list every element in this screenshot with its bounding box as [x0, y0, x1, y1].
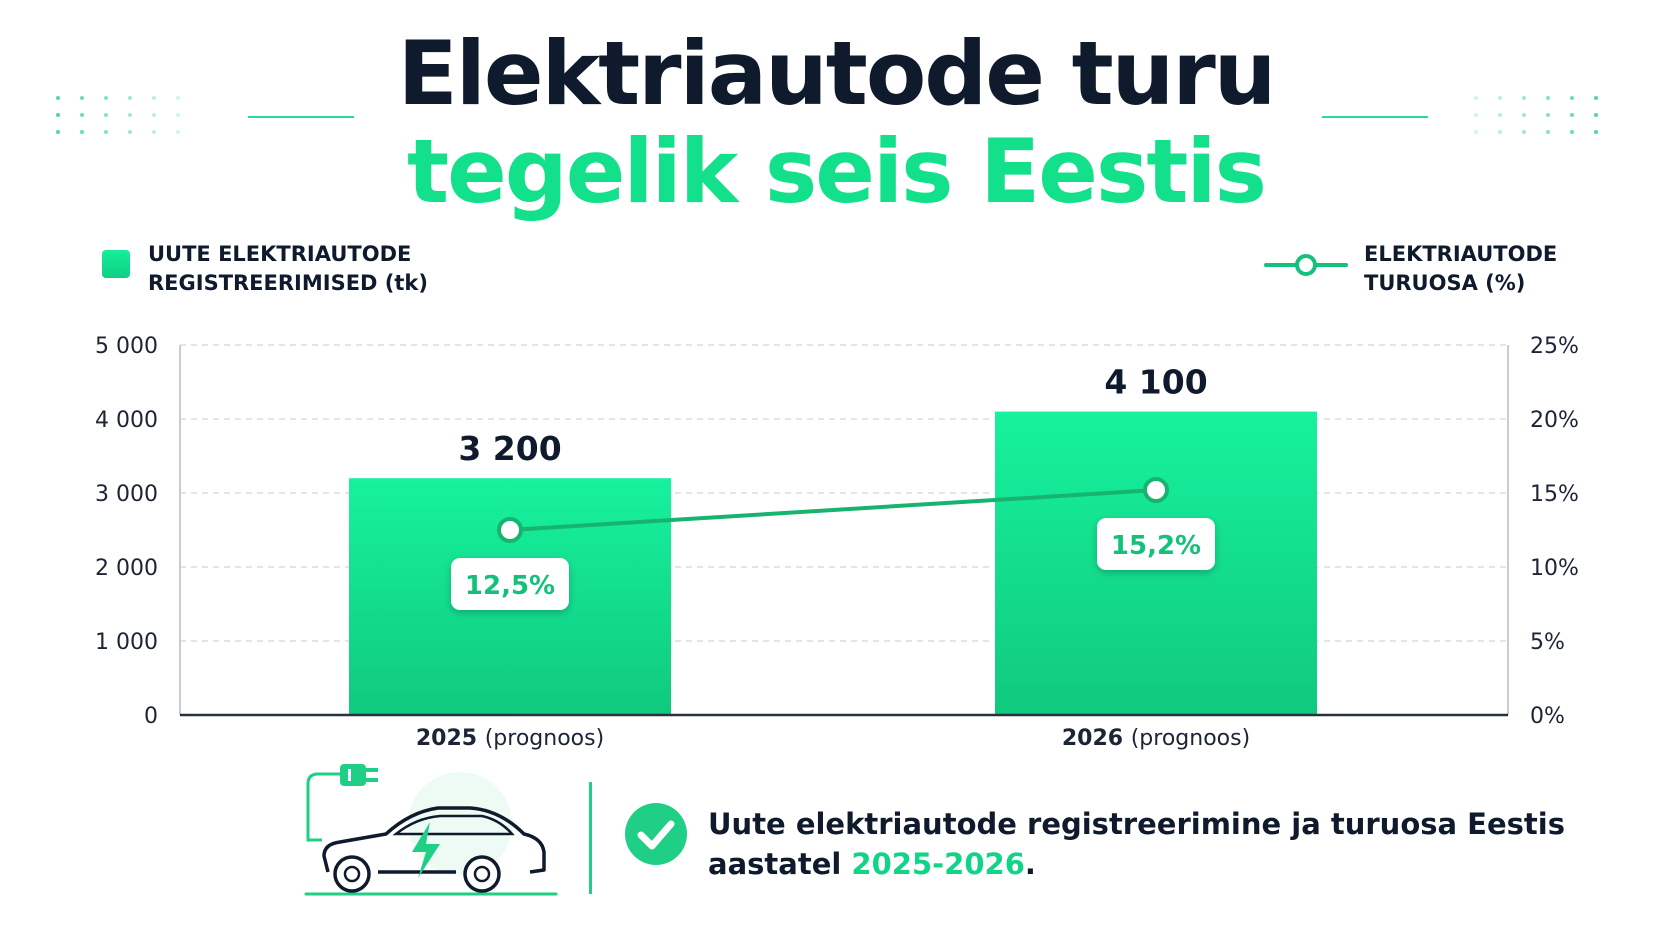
decorative-dot — [56, 113, 60, 117]
x-axis-category-label: 2025 (prognoos) — [416, 726, 604, 751]
y-axis-right-tick-label: 25% — [1530, 334, 1579, 359]
decorative-dot — [104, 113, 108, 117]
decorative-dot — [1522, 130, 1526, 134]
decorative-dot — [1594, 96, 1598, 100]
decorative-dot — [80, 96, 84, 100]
check-circle-icon — [625, 803, 687, 865]
decorative-line-left — [248, 116, 354, 118]
bar-value-label: 4 100 — [1104, 363, 1207, 402]
share-line — [509, 488, 1157, 532]
decorative-dot — [1546, 130, 1550, 134]
decorative-dot — [128, 113, 132, 117]
footer-divider — [589, 782, 592, 894]
decorative-dot — [152, 130, 156, 134]
y-axis-right-tick-label: 5% — [1530, 630, 1565, 655]
decorative-dot — [1498, 113, 1502, 117]
chart-area: 0 1 000 2 000 3 000 4 000 5 000 0% 5% 10% 15% 20% 2… — [95, 334, 1579, 751]
category-year: 2025 — [416, 726, 485, 751]
decorative-dot — [1474, 113, 1478, 117]
decorative-dot — [56, 130, 60, 134]
legend-bars-label: UUTE ELEKTRIAUTODE REGISTREERIMISED (tk) — [148, 242, 428, 295]
y-axis-right-tick-label: 20% — [1530, 408, 1579, 433]
decorative-dot — [176, 96, 180, 100]
decorative-dot — [1474, 130, 1478, 134]
bar-value-label: 3 200 — [458, 429, 561, 468]
decorative-dot — [176, 130, 180, 134]
decorative-dot — [104, 130, 108, 134]
decorative-dot — [1546, 113, 1550, 117]
decorative-dot — [1594, 113, 1598, 117]
y-axis-left-tick-label: 0 — [144, 704, 158, 729]
y-axis-right-tick-label: 15% — [1530, 482, 1579, 507]
decorative-dot — [1474, 96, 1478, 100]
footer-caption-highlight: 2025-2026 — [851, 847, 1025, 881]
decorative-dot — [1498, 96, 1502, 100]
decorative-dot — [1570, 113, 1574, 117]
decorative-dot — [152, 96, 156, 100]
y-axis-left-tick-label: 4 000 — [95, 408, 158, 433]
decorative-dot — [80, 113, 84, 117]
decorative-dot — [1546, 96, 1550, 100]
share-value-label: 15,2% — [1111, 531, 1201, 561]
y-axis-left-tick-label: 1 000 — [95, 630, 158, 655]
category-year: 2026 — [1062, 726, 1131, 751]
decorative-dot — [104, 96, 108, 100]
decorative-dot — [1498, 130, 1502, 134]
share-value-label: 12,5% — [465, 571, 555, 601]
y-axis-left-tick-label: 5 000 — [95, 334, 158, 359]
decorative-dot — [80, 130, 84, 134]
decorative-dot — [56, 96, 60, 100]
y-axis-right-tick-label: 10% — [1530, 556, 1579, 581]
footer-caption-text: Uute elektriautode registreerimine ja tu… — [708, 807, 1565, 881]
decorative-dot — [1522, 113, 1526, 117]
category-note: (prognoos) — [1131, 726, 1250, 751]
decorative-dot — [128, 130, 132, 134]
legend-bar-swatch — [102, 250, 130, 278]
legend-line-icon — [1264, 254, 1348, 276]
plug-icon — [340, 764, 378, 786]
decorative-dot — [1570, 96, 1574, 100]
footer-caption-end: . — [1024, 847, 1036, 881]
decorative-dot — [1570, 130, 1574, 134]
decorative-line-right — [1322, 116, 1428, 118]
y-axis-left-tick-label: 3 000 — [95, 482, 158, 507]
share-value-box — [1097, 518, 1215, 571]
y-axis-left-tick-label: 2 000 — [95, 556, 158, 581]
x-axis-category-label: 2026 (prognoos) — [1062, 726, 1250, 751]
share-point — [497, 517, 523, 543]
share-point — [1143, 477, 1169, 504]
decorative-dot — [128, 96, 132, 100]
page-title-line2: tegelik seis Eestis — [407, 120, 1267, 223]
legend-line-label: ELEKTRIAUTODE TURUOSA (%) — [1364, 242, 1558, 295]
decorative-dot — [176, 113, 180, 117]
y-axis-right-tick-label: 0% — [1530, 704, 1565, 729]
page-title-line1: Elektriautode turu — [397, 22, 1277, 125]
category-note: (prognoos) — [485, 726, 604, 751]
share-value-box — [451, 558, 569, 610]
decorative-dot — [152, 113, 156, 117]
footer-caption: Uute elektriautode registreerimine ja tu… — [708, 804, 1608, 884]
electric-car-icon — [304, 764, 558, 896]
decorative-dot — [1522, 96, 1526, 100]
decorative-dot — [1594, 130, 1598, 134]
